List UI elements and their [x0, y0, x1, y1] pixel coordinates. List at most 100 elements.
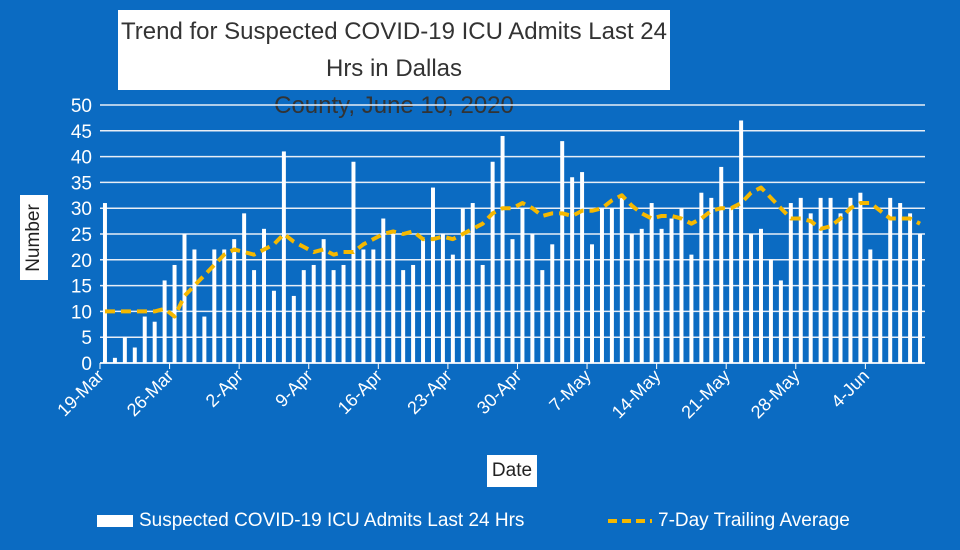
- bar: [460, 208, 465, 363]
- bar: [719, 166, 724, 363]
- legend-line-label: 7-Day Trailing Average: [658, 510, 850, 531]
- bar: [818, 197, 823, 363]
- bar: [411, 264, 416, 363]
- legend-bar-swatch: [97, 515, 133, 527]
- bar: [530, 234, 535, 363]
- bar: [351, 161, 356, 363]
- bar: [778, 280, 783, 363]
- bar: [301, 270, 306, 363]
- bar: [599, 208, 604, 363]
- legend-item-bars: Suspected COVID-19 ICU Admits Last 24 Hr…: [97, 510, 524, 532]
- x-tick-label: 26-Mar: [123, 366, 177, 420]
- bar: [918, 234, 923, 363]
- bar: [142, 316, 147, 363]
- average-line: [104, 185, 921, 319]
- bar: [122, 337, 127, 363]
- y-tick-label: 45: [71, 122, 92, 143]
- y-tick-label: 30: [71, 199, 92, 220]
- bar: [281, 151, 286, 363]
- x-tick-label: 9-Apr: [271, 366, 316, 411]
- bar: [639, 228, 644, 363]
- bar: [540, 270, 545, 363]
- x-tick-label: 7-May: [545, 366, 595, 416]
- bar: [788, 203, 793, 363]
- bar: [450, 254, 455, 363]
- bar: [311, 264, 316, 363]
- bar: [421, 239, 426, 363]
- bar: [550, 244, 555, 363]
- bar: [262, 228, 266, 363]
- y-axis-label-box: Number: [20, 195, 48, 280]
- bar: [679, 208, 684, 363]
- bar: [878, 259, 883, 363]
- bar: [619, 197, 624, 363]
- bar: [689, 254, 694, 363]
- bar: [669, 218, 674, 363]
- bar: [112, 357, 117, 363]
- bar: [609, 208, 614, 363]
- bar: [828, 197, 833, 363]
- bar: [520, 208, 525, 363]
- bar: [659, 228, 664, 363]
- bar: [381, 218, 386, 363]
- chart-title: Trend for Suspected COVID-19 ICU Admits …: [118, 10, 670, 119]
- bar: [202, 316, 207, 363]
- bar: [510, 239, 515, 363]
- bar: [629, 234, 634, 363]
- bar: [371, 249, 376, 363]
- x-tick-label: 16-Apr: [334, 366, 386, 418]
- bar: [321, 239, 326, 363]
- x-tick-label: 2-Apr: [202, 366, 247, 411]
- y-tick-label: 10: [71, 302, 92, 323]
- bar: [252, 270, 257, 363]
- bar: [401, 270, 406, 363]
- bar: [271, 290, 276, 363]
- y-tick-label: 40: [71, 148, 92, 169]
- bar: [838, 213, 843, 363]
- bar: [232, 239, 237, 363]
- bar: [570, 177, 575, 363]
- bar: [500, 135, 505, 363]
- bar: [440, 234, 445, 363]
- bar: [729, 208, 734, 363]
- y-tick-label: 20: [71, 251, 92, 272]
- bar: [580, 172, 585, 363]
- y-tick-label: 15: [71, 277, 92, 298]
- chart-title-line-1: Trend for Suspected COVID-19 ICU Admits …: [120, 18, 667, 82]
- bar: [341, 264, 346, 363]
- bar: [162, 280, 167, 363]
- bar: [798, 197, 803, 363]
- bar: [868, 249, 873, 363]
- x-tick-label: 28-May: [747, 366, 804, 423]
- legend-line-swatch: [608, 519, 652, 523]
- x-axis-label: Date: [487, 455, 537, 487]
- bar: [152, 321, 157, 363]
- bar: [480, 264, 485, 363]
- bar: [699, 192, 704, 363]
- bar: [709, 197, 714, 363]
- legend-bar-label: Suspected COVID-19 ICU Admits Last 24 Hr…: [139, 510, 525, 531]
- bar: [192, 249, 197, 363]
- bar: [361, 249, 366, 363]
- bar: [749, 234, 754, 363]
- bar: [560, 141, 565, 363]
- bar: [242, 213, 247, 363]
- bar: [291, 295, 296, 363]
- bar: [858, 192, 863, 363]
- bar: [768, 259, 773, 363]
- bar: [490, 161, 495, 363]
- bar: [331, 270, 336, 363]
- bar: [898, 203, 903, 363]
- bar: [430, 187, 435, 363]
- bar: [649, 203, 654, 363]
- y-tick-label: 25: [71, 225, 92, 246]
- legend-item-average: 7-Day Trailing Average: [608, 510, 850, 532]
- bar: [888, 197, 893, 363]
- y-tick-label: 50: [71, 96, 92, 117]
- bar: [391, 234, 396, 363]
- bar: [739, 120, 744, 363]
- bar: [132, 347, 137, 363]
- bar: [848, 197, 853, 363]
- bar: [590, 244, 595, 363]
